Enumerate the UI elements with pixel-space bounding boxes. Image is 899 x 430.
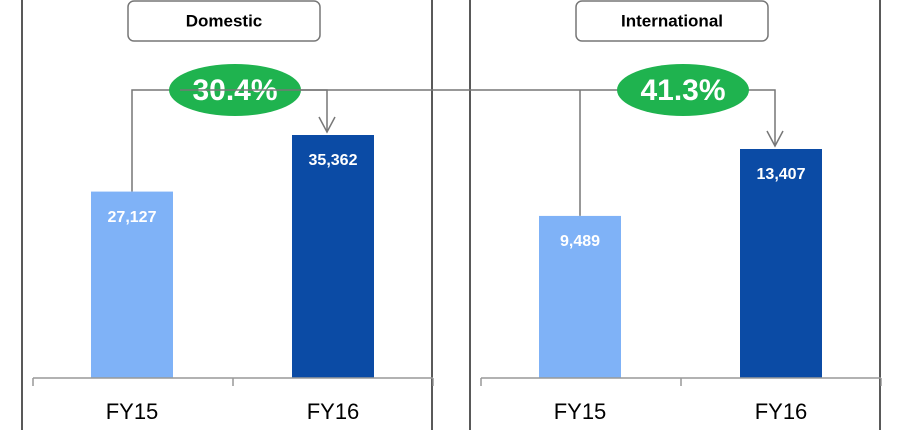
panel-title: International	[621, 11, 723, 30]
x-tick-label: FY15	[554, 399, 607, 424]
value-label: 35,362	[309, 152, 358, 169]
panel-border	[21, 0, 433, 430]
arrow-head	[766, 130, 784, 148]
arrow-head	[318, 116, 336, 134]
growth-badge	[617, 64, 749, 116]
growth-bracket	[131, 89, 180, 192]
growth-bracket	[738, 89, 776, 145]
value-label: 27,127	[108, 209, 157, 226]
x-tick-label: FY16	[307, 399, 360, 424]
title-box	[575, 0, 769, 42]
value-label: 9,489	[560, 233, 600, 250]
x-tick-label: FY15	[106, 399, 159, 424]
growth-label: 41.3%	[640, 74, 725, 107]
bar	[740, 149, 822, 378]
panel-border	[469, 0, 881, 430]
value-label: 13,407	[757, 166, 806, 183]
title-box	[127, 0, 321, 42]
panel-title: Domestic	[186, 11, 263, 30]
bar	[91, 191, 173, 378]
x-tick-label: FY16	[755, 399, 808, 424]
bar	[292, 135, 374, 378]
bar	[539, 215, 621, 378]
